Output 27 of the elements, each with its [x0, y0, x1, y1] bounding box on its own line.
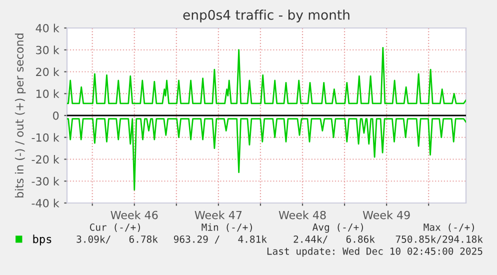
- text: Last update: Wed Dec 10 02:45:00 2025: [267, 247, 482, 257]
- y-tick-label: 30 k: [36, 46, 60, 54]
- legend-label: bps: [33, 234, 52, 246]
- y-tick-label: -30 k: [32, 176, 60, 186]
- x-tick-label: Week 48: [278, 210, 326, 220]
- y-tick-label: -20 k: [32, 155, 60, 164]
- chart-title: enp0s4 traffic - by month: [183, 10, 350, 22]
- text: 750.85k/294.18k: [396, 235, 483, 244]
- x-tick-label: Week 47: [194, 210, 242, 220]
- text: Max (-/+): [424, 223, 474, 232]
- x-tick-label: Week 46: [110, 210, 158, 220]
- text: 2.44k/ 6.86k: [294, 235, 375, 244]
- text: Min (-/+): [202, 223, 252, 232]
- line-series: [67, 46, 466, 104]
- y-tick-label: 10 k: [36, 89, 60, 98]
- text: 3.09k/ 6.78k: [76, 235, 158, 244]
- line-series: [67, 118, 466, 191]
- x-tick-label: Week 49: [362, 210, 410, 220]
- y-tick-label: 40 k: [36, 24, 60, 32]
- text: Cur (-/+): [90, 223, 140, 232]
- text: 963.29 / 4.81k: [174, 235, 267, 244]
- y-tick-label: -40 k: [32, 198, 60, 208]
- y-tick-label: 20 k: [36, 68, 60, 76]
- y-tick-label: -10 k: [32, 133, 60, 142]
- y-axis-title: bits in (-) / out (+) per second: [14, 34, 26, 198]
- text: Avg (-/+): [312, 223, 363, 233]
- y-tick-label: 0: [53, 111, 59, 120]
